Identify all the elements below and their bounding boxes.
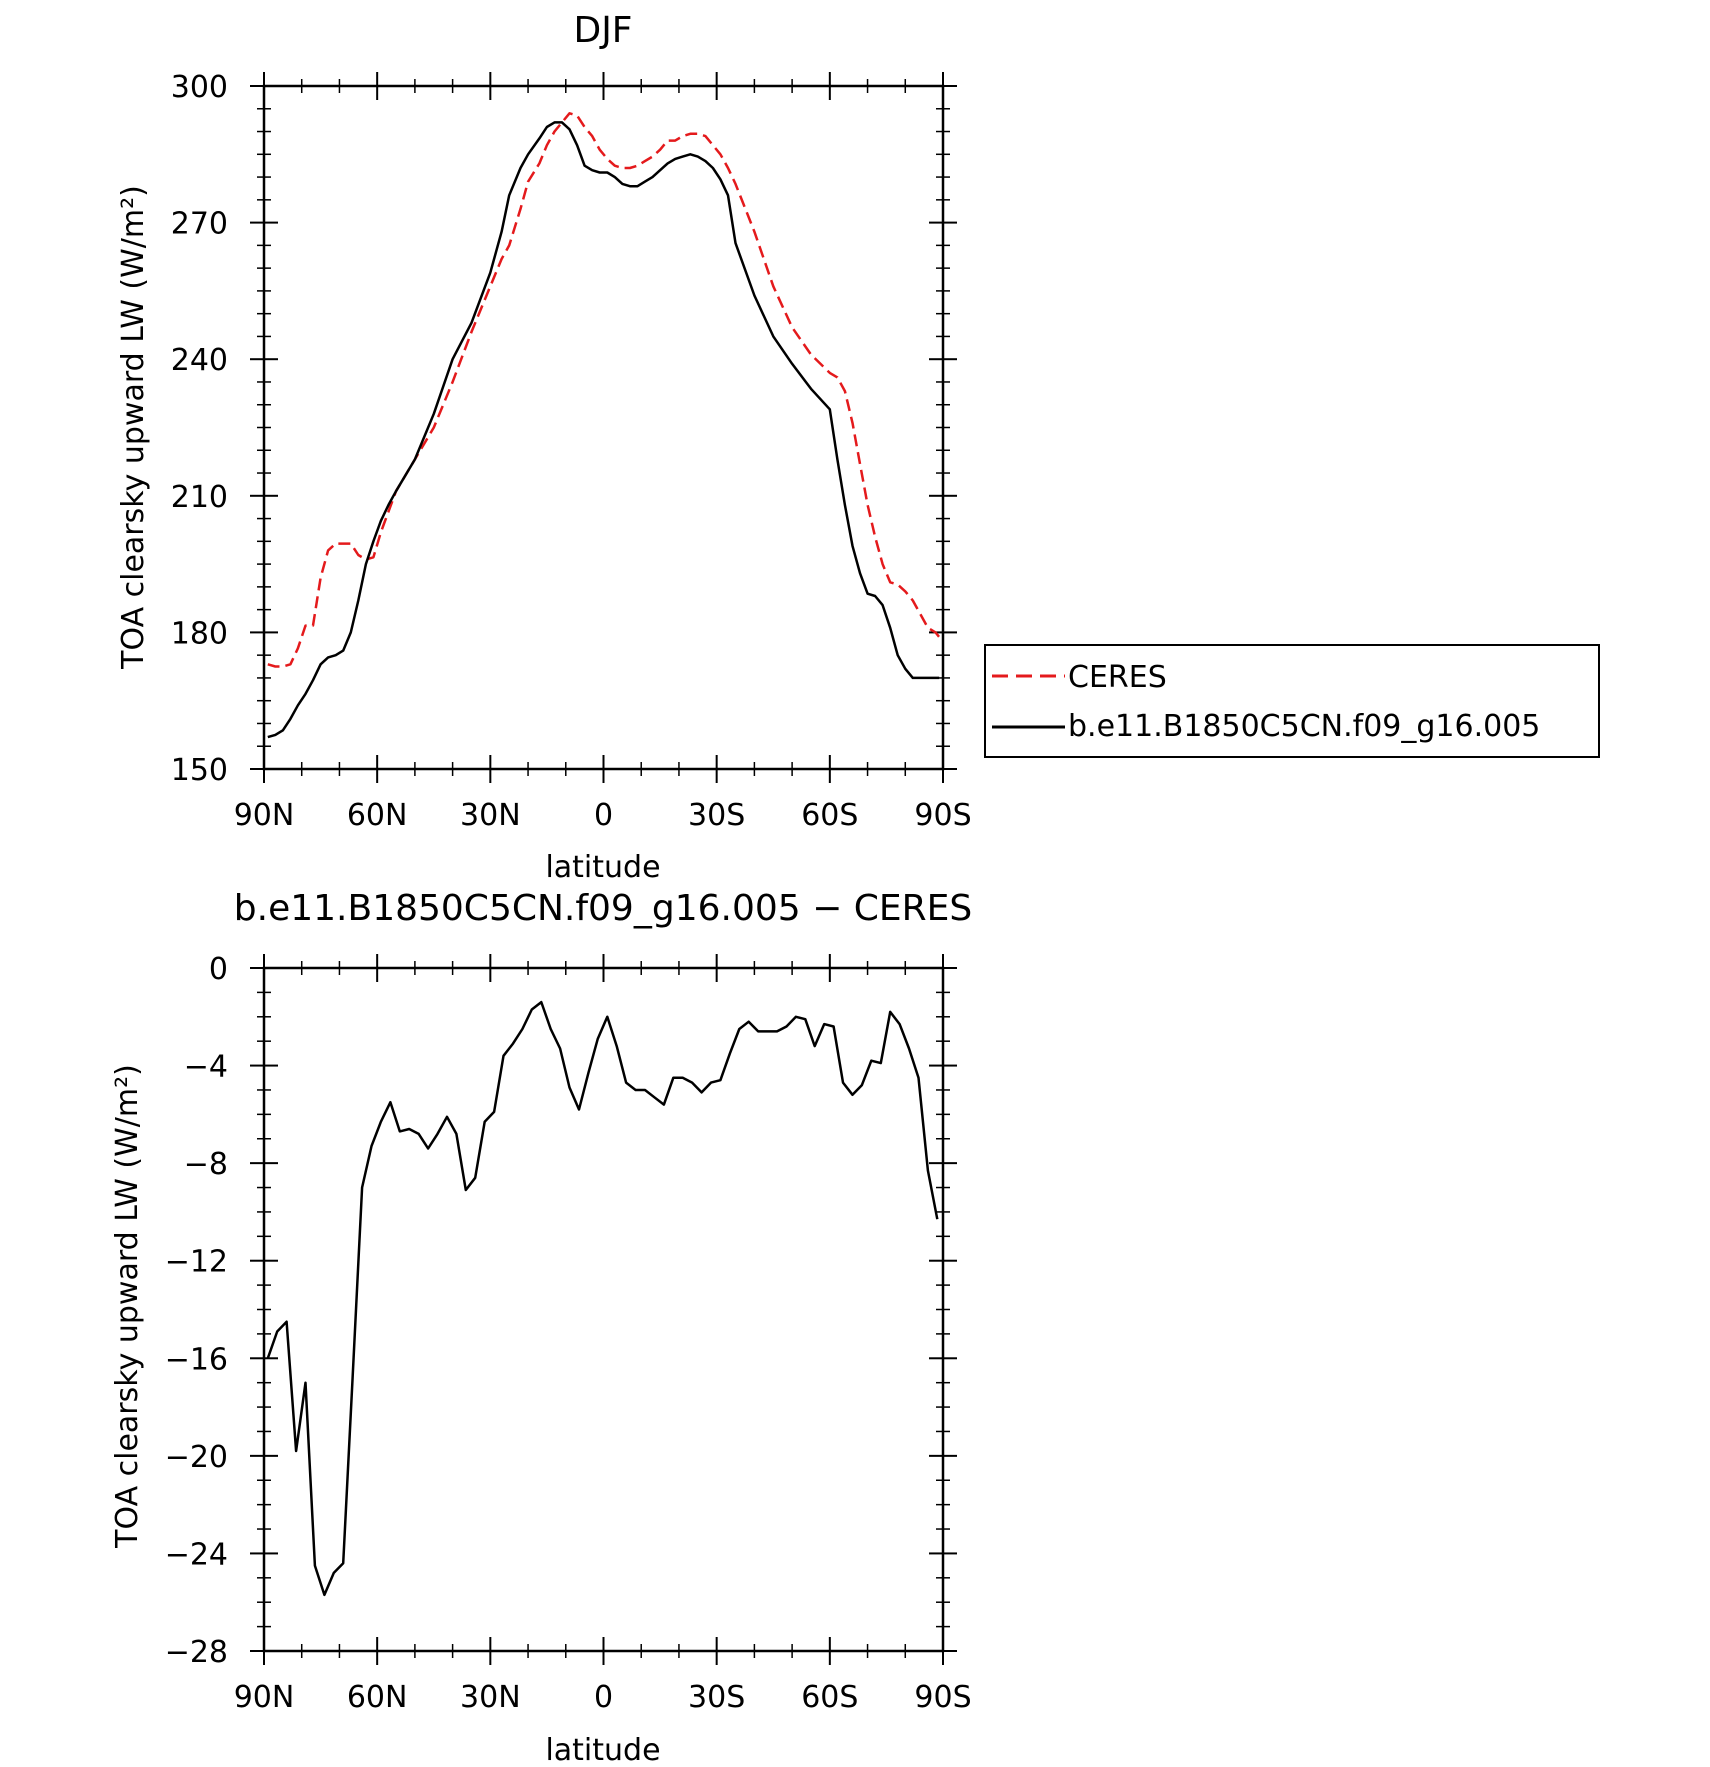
bottom-chart-title: b.e11.B1850C5CN.f09_g16.005 − CERES <box>234 888 972 929</box>
top-x-axis-label: latitude <box>545 850 660 885</box>
bottom-y-tick-label: −4 <box>184 1050 228 1085</box>
bottom-panel: b.e11.B1850C5CN.f09_g16.005 − CERES 90N 6… <box>110 888 972 1767</box>
top-x-tick-label: 60S <box>801 798 858 833</box>
top-y-tick-label: 300 <box>171 70 228 105</box>
bottom-y-tick-label: −28 <box>165 1635 228 1670</box>
top-panel: DJF 90N 60N 30N 0 30S 60S 90S 150 180 210 240 270 30… <box>116 10 1600 885</box>
bottom-y-tick-label: −24 <box>165 1537 228 1572</box>
difference-series-line <box>266 1000 939 1597</box>
top-y-tick-label: 240 <box>171 343 228 378</box>
model-series-line <box>267 121 940 739</box>
top-y-axis-label: TOA clearsky upward LW (W/m²) <box>116 185 151 670</box>
ceres-series-line <box>267 112 941 668</box>
top-y-tick-label: 150 <box>171 753 228 788</box>
bottom-y-tick-label: −16 <box>165 1342 228 1377</box>
bottom-x-tick-label: 90S <box>914 1680 971 1715</box>
bottom-y-axis-label: TOA clearsky upward LW (W/m²) <box>110 1064 145 1549</box>
legend: CERES b.e11.B1850C5CN.f09_g16.005 <box>984 644 1600 758</box>
bottom-x-tick-label: 90N <box>234 1680 295 1715</box>
bottom-y-tick-label: 0 <box>209 952 228 987</box>
top-x-tick-label: 90N <box>234 798 295 833</box>
bottom-ticks: 90N 60N 30N 0 30S 60S 90S −28 −24 −20 −16 −12 −8 −4 0 <box>165 952 972 1715</box>
bottom-y-tick-label: −8 <box>184 1147 228 1182</box>
top-plot-frame <box>262 84 945 771</box>
top-x-tick-label: 30N <box>460 798 521 833</box>
legend-box <box>984 644 1600 758</box>
top-x-tick-label: 60N <box>347 798 408 833</box>
top-ticks: 90N 60N 30N 0 30S 60S 90S 150 180 210 240 270 300 <box>171 70 972 833</box>
top-y-tick-label: 180 <box>171 616 228 651</box>
top-series <box>267 112 941 739</box>
top-x-tick-label: 30S <box>688 798 745 833</box>
bottom-series <box>266 1000 939 1597</box>
bottom-y-tick-label: −12 <box>165 1245 228 1280</box>
legend-model-label: b.e11.B1850C5CN.f09_g16.005 <box>1068 709 1540 744</box>
bottom-x-tick-label: 60N <box>347 1680 408 1715</box>
bottom-x-tick-label: 30S <box>688 1680 745 1715</box>
legend-ceres-label: CERES <box>1068 660 1167 695</box>
top-y-tick-label: 270 <box>171 207 228 242</box>
bottom-x-tick-label: 60S <box>801 1680 858 1715</box>
bottom-x-tick-label: 30N <box>460 1680 521 1715</box>
bottom-y-tick-label: −20 <box>165 1440 228 1475</box>
top-x-tick-label: 0 <box>594 798 613 833</box>
top-x-tick-label: 90S <box>914 798 971 833</box>
bottom-x-axis-label: latitude <box>545 1733 660 1767</box>
top-y-tick-label: 210 <box>171 480 228 515</box>
top-chart-title: DJF <box>573 10 632 51</box>
bottom-x-tick-label: 0 <box>594 1680 613 1715</box>
